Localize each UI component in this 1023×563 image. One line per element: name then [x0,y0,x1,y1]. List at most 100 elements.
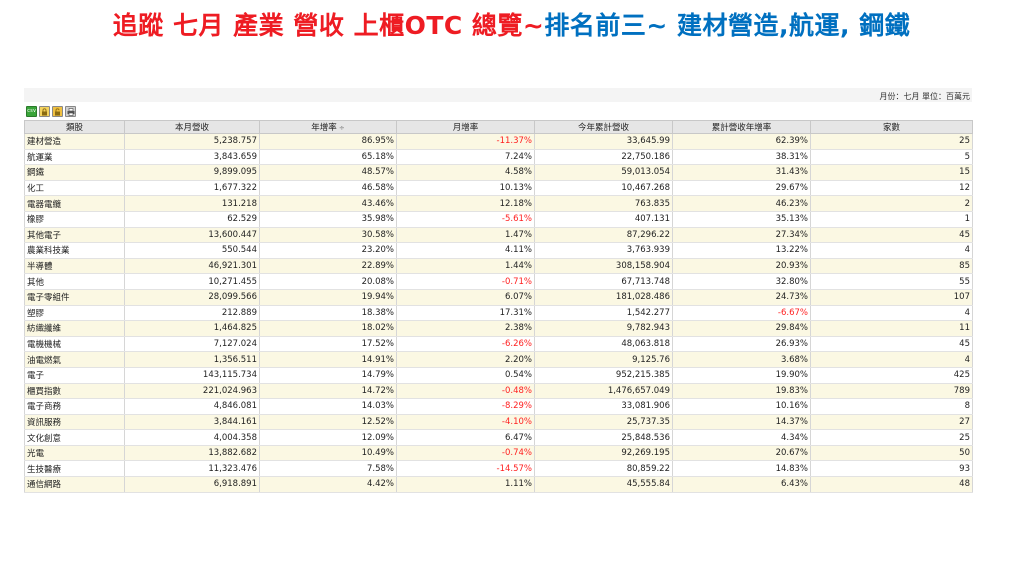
mom-cell: 6.07% [396,289,535,306]
sort-indicator-icon: ÷ [338,124,345,132]
company-count-cell: 4 [810,305,973,322]
monthly-revenue-cell: 1,356.511 [124,351,260,368]
company-count-cell: 15 [810,164,973,181]
cumulative-revenue-cell: 33,645.99 [534,133,673,150]
yoy-cell: 30.58% [259,227,397,244]
table-row[interactable]: 化工 1,677.322 46.58% 10.13% 10,467.268 29.67% 1… [24,180,973,197]
sector-name-cell: 化工 [24,180,125,197]
mom-cell: 0.54% [396,367,535,384]
yoy-cell: 18.38% [259,305,397,322]
company-count-cell: 27 [810,414,973,431]
cumulative-revenue-cell: 3,763.939 [534,242,673,259]
mom-cell: -4.10% [396,414,535,431]
table-row[interactable]: 電機機械 7,127.024 17.52% -6.26% 48,063.818 26.93… [24,336,973,353]
mom-cell: 4.58% [396,164,535,181]
company-count-cell: 2 [810,195,973,212]
company-count-cell: 789 [810,383,973,400]
mom-cell: 7.24% [396,149,535,166]
cumulative-yoy-cell: 13.22% [672,242,811,259]
mom-cell: -14.57% [396,460,535,478]
table-row[interactable]: 農業科技業 550.544 23.20% 4.11% 3,763.939 13.22% 4 [24,242,973,259]
cumulative-revenue-cell: 25,848.536 [534,429,673,446]
yoy-cell: 14.72% [259,383,397,400]
table-row[interactable]: 半導體 46,921.301 22.89% 1.44% 308,158.904 20.93… [24,258,973,275]
sector-name-cell: 電器電纜 [24,195,125,212]
table-row[interactable]: 電器電纜 131.218 43.46% 12.18% 763.835 46.23% 2 [24,195,973,212]
yoy-cell: 65.18% [259,149,397,166]
sector-name-cell: 建材營造 [24,133,125,150]
column-header-sector[interactable]: 類股 [24,120,125,134]
column-header-monthly-revenue[interactable]: 本月營收 [124,120,260,134]
table-row[interactable]: 電子零組件 28,099.566 19.94% 6.07% 181,028.486 24.… [24,289,973,306]
column-header-cumulative-yoy[interactable]: 累計營收年增率 [672,120,811,134]
table-row[interactable]: 生技醫療 11,323.476 7.58% -14.57% 80,859.22 14.83… [24,460,973,478]
table-row[interactable]: 塑膠 212.889 18.38% 17.31% 1,542.277 -6.67% 4 [24,305,973,322]
sector-name-cell: 電子商務 [24,398,125,415]
industry-revenue-table: 類股 本月營收 年增率 ÷ 月增率 今年累計營收 累計營收年增率 家數 建材營造 5… [24,120,973,493]
yoy-cell: 10.49% [259,445,397,462]
table-row[interactable]: 文化創意 4,004.358 12.09% 6.47% 25,848.536 4.34% 2… [24,429,973,446]
mom-cell: 4.11% [396,242,535,259]
cumulative-yoy-cell: 19.83% [672,383,811,400]
table-row[interactable]: 其他 10,271.455 20.08% -0.71% 67,713.748 32.80%… [24,273,973,290]
column-header-yoy[interactable]: 年增率 ÷ [259,120,397,134]
sector-name-cell: 航運業 [24,149,125,166]
table-row[interactable]: 橡膠 62.529 35.98% -5.61% 407.131 35.13% 1 [24,211,973,228]
monthly-revenue-cell: 6,918.891 [124,476,260,493]
mom-cell: -0.48% [396,383,535,400]
table-header-row: 類股 本月營收 年增率 ÷ 月增率 今年累計營收 累計營收年增率 家數 [24,120,973,134]
monthly-revenue-cell: 4,846.081 [124,398,260,415]
yoy-cell: 48.57% [259,164,397,181]
column-header-cumulative-revenue[interactable]: 今年累計營收 [534,120,673,134]
mom-cell: 2.20% [396,351,535,368]
csv-export-icon[interactable]: csv [26,106,37,117]
cumulative-yoy-cell: 14.37% [672,414,811,431]
table-row[interactable]: 櫃買指數 221,024.963 14.72% -0.48% 1,476,657.049… [24,383,973,400]
table-row[interactable]: 光電 13,882.682 10.49% -0.74% 92,269.195 20.67%… [24,445,973,462]
cumulative-yoy-cell: 31.43% [672,164,811,181]
column-header-company-count[interactable]: 家數 [810,120,973,134]
sector-name-cell: 油電燃氣 [24,351,125,368]
company-count-cell: 1 [810,211,973,228]
sector-name-cell: 通信網路 [24,476,125,493]
table-row[interactable]: 電子商務 4,846.081 14.03% -8.29% 33,081.906 10.16… [24,398,973,415]
table-row[interactable]: 鋼鐵 9,899.095 48.57% 4.58% 59,013.054 31.43% 15 [24,164,973,181]
table-row[interactable]: 電子 143,115.734 14.79% 0.54% 952,215.385 19.90… [24,367,973,384]
mom-cell: -0.71% [396,273,535,290]
cumulative-revenue-cell: 10,467.268 [534,180,673,197]
cumulative-yoy-cell: 46.23% [672,195,811,212]
table-row[interactable]: 建材營造 5,238.757 86.95% -11.37% 33,645.99 62.39… [24,133,973,150]
print-icon[interactable] [65,106,76,117]
cumulative-revenue-cell: 33,081.906 [534,398,673,415]
mom-cell: 6.47% [396,429,535,446]
unit-note: 月份：七月 單位：百萬元 [879,92,970,101]
monthly-revenue-cell: 28,099.566 [124,289,260,306]
cumulative-revenue-cell: 1,542.277 [534,305,673,322]
cumulative-revenue-cell: 92,269.195 [534,445,673,462]
cumulative-yoy-cell: 24.73% [672,289,811,306]
cumulative-revenue-cell: 59,013.054 [534,164,673,181]
table-row[interactable]: 資訊服務 3,844.161 12.52% -4.10% 25,737.35 14.37%… [24,414,973,431]
sector-name-cell: 資訊服務 [24,414,125,431]
cumulative-yoy-cell: 19.90% [672,367,811,384]
sector-name-cell: 橡膠 [24,211,125,228]
cumulative-revenue-cell: 763.835 [534,195,673,212]
table-row[interactable]: 通信網路 6,918.891 4.42% 1.11% 45,555.84 6.43% 48 [24,476,973,493]
company-count-cell: 12 [810,180,973,197]
headline-red-text: 追蹤 七月 產業 營收 上櫃OTC 總覽~ [112,11,545,40]
company-count-cell: 8 [810,398,973,415]
cumulative-revenue-cell: 25,737.35 [534,414,673,431]
monthly-revenue-cell: 550.544 [124,242,260,259]
cumulative-yoy-cell: 4.34% [672,429,811,446]
table-row[interactable]: 紡織纖維 1,464.825 18.02% 2.38% 9,782.943 29.84% 1… [24,320,973,337]
table-row[interactable]: 其他電子 13,600.447 30.58% 1.47% 87,296.22 27.34%… [24,227,973,244]
table-row[interactable]: 航運業 3,843.659 65.18% 7.24% 22,750.186 38.31% 5 [24,149,973,166]
cumulative-yoy-cell: 27.34% [672,227,811,244]
unlock-icon[interactable] [52,106,63,117]
monthly-revenue-cell: 212.889 [124,305,260,322]
lock-icon[interactable] [39,106,50,117]
column-header-mom[interactable]: 月增率 [396,120,535,134]
monthly-revenue-cell: 13,600.447 [124,227,260,244]
table-row[interactable]: 油電燃氣 1,356.511 14.91% 2.20% 9,125.76 3.68% 4 [24,351,973,368]
export-toolbar: csv [26,106,76,120]
